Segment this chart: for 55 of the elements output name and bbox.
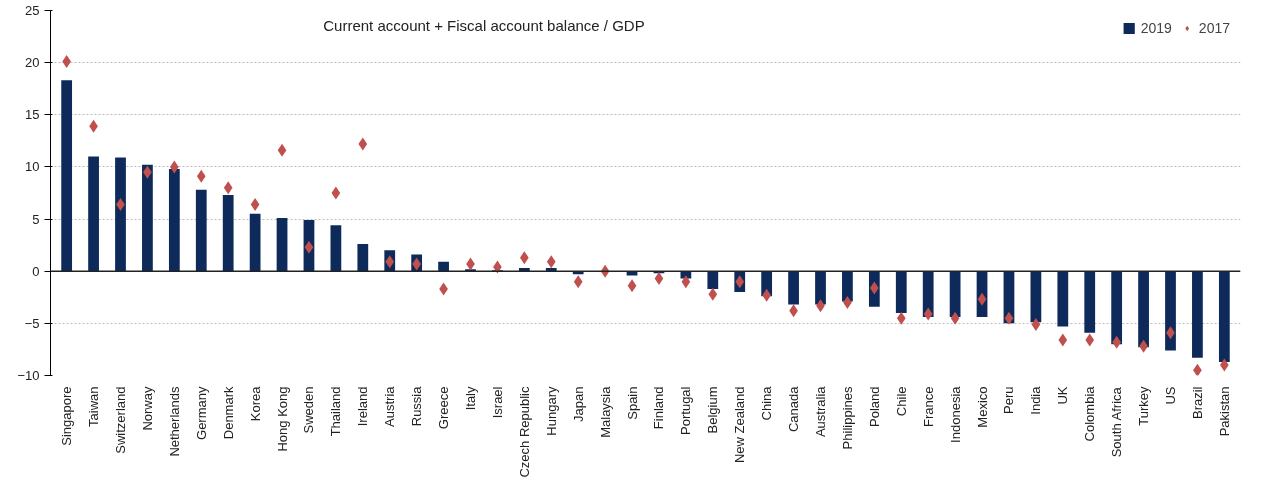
y-tick-label: 20 [25,55,40,71]
x-tick-label: Mexico [974,386,990,428]
y-tick-label: 5 [32,211,40,227]
x-tick-label: Czech Republic [516,386,532,478]
x-tick-label: Spain [624,386,640,420]
x-tick-label: New Zealand [732,386,748,464]
y-tick-label: −5 [24,315,40,331]
x-tick-label: Poland [866,386,882,427]
chart-title: Current account + Fiscal account balance / GDP [323,16,645,34]
x-tick-label: Indonesia [947,385,963,443]
x-tick-label: Austria [382,385,398,427]
y-tick-label: 25 [25,3,40,18]
x-tick-label: Brazil [1189,386,1205,420]
x-tick-label: Netherlands [166,386,182,457]
y-tick-label: −10 [17,368,40,383]
x-tick-label: Finland [651,386,667,430]
x-tick-label: Australia [813,385,828,438]
x-tick-label: Italy [463,386,478,411]
x-tick-label: Peru [1001,386,1017,414]
x-tick-label: Chile [893,386,909,417]
x-tick-label: Colombia [1082,385,1098,442]
x-tick-label: US [1163,386,1178,405]
x-tick-label: Ireland [355,386,371,427]
y-tick-label: 10 [25,159,40,175]
x-tick-label: Malaysia [597,385,613,438]
x-tick-label: France [920,386,936,427]
x-tick-label: Philippines [839,386,855,450]
x-tick-label: Belgium [705,386,721,434]
x-tick-label: China [759,385,775,421]
x-tick-label: Norway [139,386,155,431]
x-tick-label: Hong Kong [274,386,290,452]
x-tick-label: Germany [193,386,209,440]
x-tick-label: Canada [786,385,802,433]
x-tick-label: Singapore [59,386,75,446]
x-tick-label: UK [1055,386,1071,405]
x-tick-label: Taiwan [86,386,102,427]
legend-label: 2017 [1198,20,1230,36]
y-tick-label: 15 [25,107,40,123]
x-tick-label: Japan [570,386,586,422]
x-tick-label: Portugal [678,386,694,435]
x-tick-label: Greece [436,386,452,430]
x-tick-label: Israel [489,386,505,419]
x-tick-label: Sweden [301,386,317,434]
x-tick-label: Denmark [220,386,236,440]
x-tick-label: Russia [409,385,425,427]
x-tick-label: Hungary [543,386,559,436]
y-tick-label: 0 [32,263,40,279]
x-tick-label: Pakistan [1216,386,1232,437]
x-tick-label: Turkey [1136,386,1152,426]
x-tick-label: Korea [247,385,263,422]
x-tick-label: South Africa [1109,386,1125,458]
x-tick-label: Thailand [328,386,344,437]
x-tick-label: Switzerland [113,386,128,454]
x-tick-label: India [1028,385,1044,415]
legend-label: 2019 [1140,20,1172,36]
